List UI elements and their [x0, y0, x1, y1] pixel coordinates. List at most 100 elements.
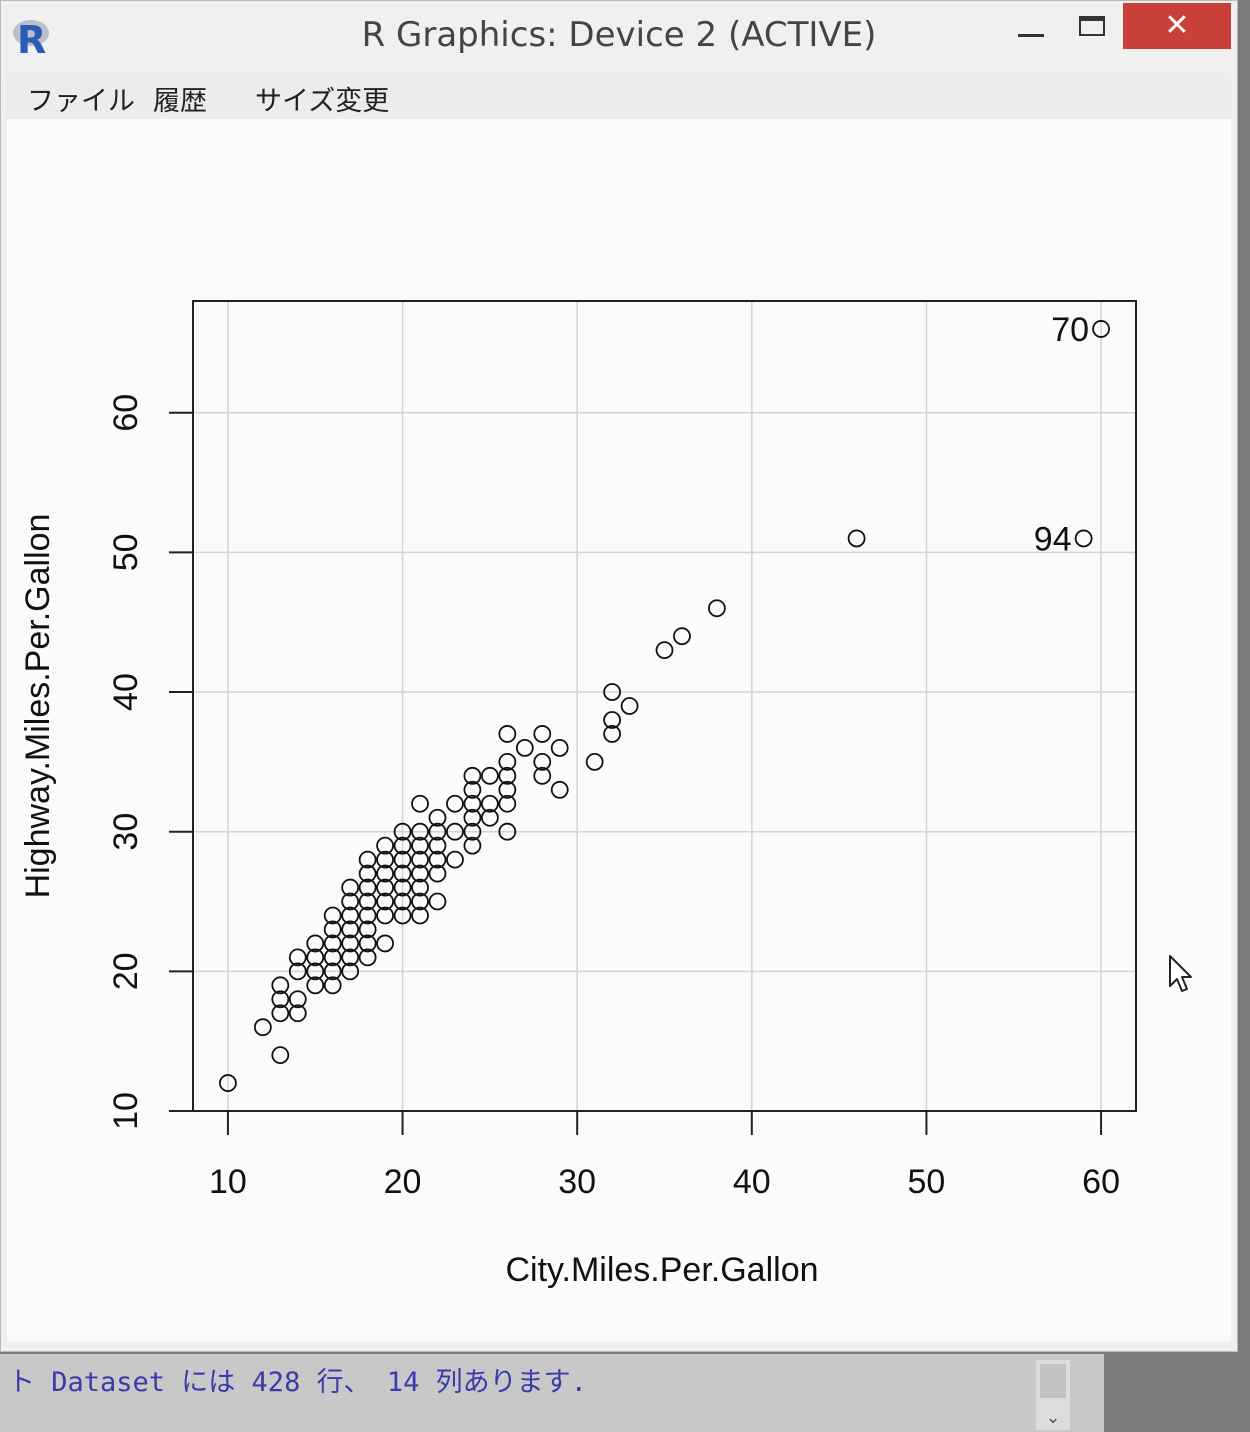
data-point [376, 878, 394, 897]
maximize-button[interactable] [1063, 1, 1121, 51]
data-point [446, 850, 464, 869]
data-point [341, 878, 360, 897]
data-point [498, 780, 517, 799]
minimize-button[interactable] [1003, 1, 1059, 51]
r-logo-icon: R [13, 18, 49, 59]
console-pane: ト Dataset には 428 行、 14 列あります. ⌄ [0, 1354, 1104, 1432]
data-point [603, 711, 622, 729]
data-point [463, 766, 482, 785]
data-point [498, 822, 517, 841]
data-point [463, 836, 482, 855]
y-tick-label: 10 [107, 1092, 145, 1130]
data-point [411, 906, 429, 925]
data-point [358, 850, 377, 869]
data-point [271, 1004, 290, 1023]
data-point [376, 850, 394, 869]
x-tick-label: 20 [384, 1163, 422, 1201]
data-point [498, 794, 517, 813]
r-graphics-window: R R Graphics: Device 2 (ACTIVE) ✕ ファイル 履… [0, 0, 1238, 1352]
data-point [219, 1074, 237, 1092]
menu-item-history[interactable]: 履歴 [153, 86, 207, 117]
data-point [515, 738, 534, 757]
y-axis-label: Highway.Miles.Per.Gallon [19, 514, 57, 899]
x-tick-label: 10 [209, 1163, 247, 1201]
data-point [498, 766, 517, 785]
data-point [498, 752, 517, 771]
data-point [411, 892, 429, 911]
data-point [341, 920, 360, 939]
data-point [323, 962, 342, 981]
x-tick-label: 50 [908, 1163, 946, 1201]
data-point [603, 683, 622, 701]
data-point [446, 822, 464, 841]
data-point [411, 794, 429, 813]
data-point [376, 906, 394, 925]
scatter-plot: 10 20 30 40 50 60 10 20 30 40 50 60 70 94 City.Miles… [19, 300, 1137, 1289]
data-point [533, 725, 552, 743]
data-point [446, 794, 464, 813]
data-point [341, 948, 360, 967]
data-point [306, 976, 325, 995]
data-point [1092, 320, 1110, 338]
y-tick-label: 30 [107, 813, 145, 851]
data-point [463, 780, 482, 799]
data-point [463, 808, 482, 827]
data-point [271, 976, 290, 995]
y-tick-label: 60 [107, 394, 145, 432]
data-point [376, 864, 394, 883]
data-point [341, 962, 360, 981]
mouse-pointer-icon [1169, 955, 1192, 992]
point-label: 94 [1034, 520, 1072, 558]
data-point [358, 864, 377, 883]
data-point [533, 766, 552, 785]
data-point [498, 725, 517, 743]
data-point [655, 641, 674, 660]
data-point [847, 529, 866, 548]
data-point [341, 906, 360, 925]
data-point [620, 697, 639, 715]
console-scrollbar[interactable]: ⌄ [1036, 1360, 1070, 1430]
maximize-icon [1079, 16, 1105, 36]
data-point [411, 836, 429, 855]
menu-item-resize[interactable]: サイズ変更 [255, 86, 390, 117]
plot-frame [192, 300, 1137, 1112]
data-point [288, 1004, 307, 1023]
data-point [358, 892, 377, 911]
data-point [550, 738, 569, 757]
close-icon: ✕ [1164, 8, 1190, 43]
close-button[interactable]: ✕ [1123, 3, 1231, 49]
data-point [358, 948, 377, 967]
data-point [393, 822, 412, 841]
console-output: ト Dataset には 428 行、 14 列あります. [8, 1367, 587, 1398]
title-bar[interactable]: R R Graphics: Device 2 (ACTIVE) ✕ [1, 1, 1237, 71]
data-point [393, 892, 412, 911]
data-point [306, 948, 325, 967]
scrollbar-thumb[interactable] [1040, 1364, 1066, 1398]
data-point [323, 976, 342, 995]
data-point [253, 1018, 272, 1037]
data-point [480, 766, 499, 785]
y-tick-label: 20 [107, 952, 145, 990]
data-point [428, 822, 447, 841]
point-label: 70 [1051, 311, 1089, 349]
data-point [411, 864, 429, 883]
chevron-down-icon[interactable]: ⌄ [1045, 1407, 1061, 1428]
data-point [533, 752, 552, 771]
data-point [480, 794, 499, 813]
data-point [323, 948, 342, 967]
window-title: R Graphics: Device 2 (ACTIVE) [361, 15, 877, 55]
menu-item-file[interactable]: ファイル [27, 86, 135, 117]
data-point [393, 864, 412, 883]
data-point [358, 878, 377, 897]
data-point [288, 990, 307, 1009]
data-point [393, 906, 412, 925]
data-point [358, 906, 377, 925]
data-point [376, 892, 394, 911]
data-point [428, 850, 447, 869]
data-point [411, 878, 429, 897]
data-point [323, 920, 342, 939]
menu-bar: ファイル 履歴 サイズ変更 [7, 73, 1231, 120]
data-point [376, 836, 394, 855]
data-point [358, 934, 377, 953]
minimize-icon [1018, 33, 1044, 37]
